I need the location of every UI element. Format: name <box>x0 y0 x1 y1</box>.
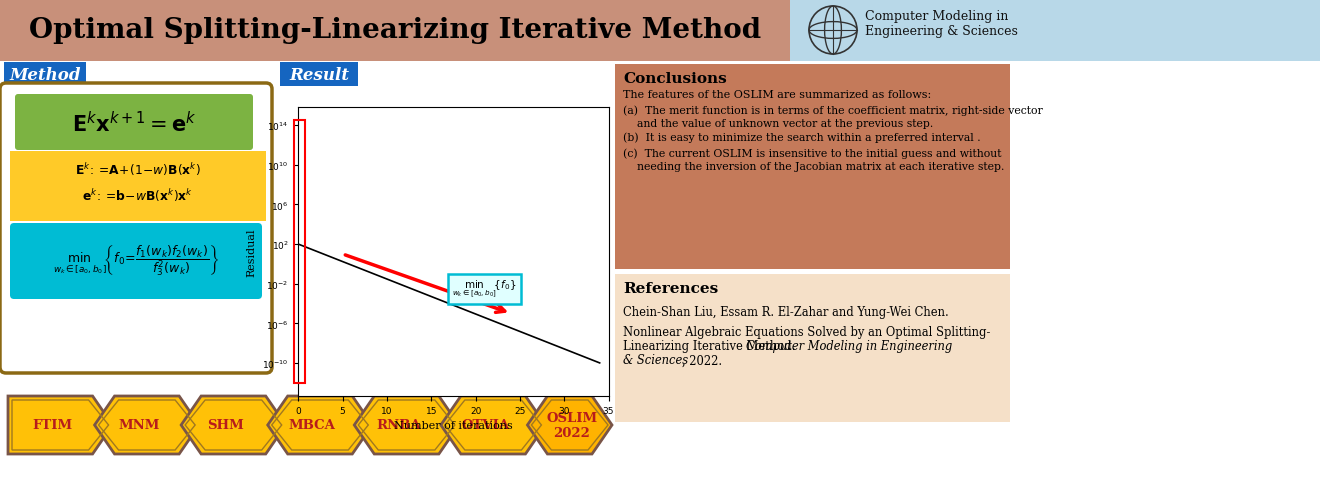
Text: MNM: MNM <box>119 419 160 432</box>
Text: Conclusions: Conclusions <box>623 72 727 86</box>
FancyBboxPatch shape <box>15 95 253 151</box>
Text: FTIM: FTIM <box>32 419 73 432</box>
Text: (a)  The merit function is in terms of the coefficient matrix, right-side vector: (a) The merit function is in terms of th… <box>623 106 1043 116</box>
Text: (c)  The current OSLIM is insensitive to the initial guess and without: (c) The current OSLIM is insensitive to … <box>623 148 1002 159</box>
Polygon shape <box>528 396 612 454</box>
Text: Result: Result <box>289 66 348 84</box>
Polygon shape <box>354 396 459 454</box>
Text: Nonlinear Algebraic Equations Solved by an Optimal Splitting-: Nonlinear Algebraic Equations Solved by … <box>623 326 990 339</box>
Text: and the value of unknown vector at the previous step.: and the value of unknown vector at the p… <box>638 119 933 129</box>
FancyBboxPatch shape <box>11 152 267 222</box>
Text: Optimal Splitting-Linearizing Iterative Method: Optimal Splitting-Linearizing Iterative … <box>29 17 762 45</box>
Text: $\mathbf{E}^k\mathbf{x}^{k+1} = \mathbf{e}^k$: $\mathbf{E}^k\mathbf{x}^{k+1} = \mathbf{… <box>71 111 197 136</box>
Text: The features of the OSLIM are summarized as follows:: The features of the OSLIM are summarized… <box>623 90 931 100</box>
Text: OTVIA: OTVIA <box>461 419 510 432</box>
FancyBboxPatch shape <box>280 63 358 87</box>
Text: $\mathbf{E}^k\!:=\!\mathbf{A}\!+\!(1\!-\!w)\mathbf{B}(\mathbf{x}^k)$: $\mathbf{E}^k\!:=\!\mathbf{A}\!+\!(1\!-\… <box>75 161 201 178</box>
Polygon shape <box>181 396 285 454</box>
FancyBboxPatch shape <box>11 224 261 300</box>
Text: Computer Modeling in
Engineering & Sciences: Computer Modeling in Engineering & Scien… <box>865 10 1018 38</box>
Text: Linearizing Iterative Method.: Linearizing Iterative Method. <box>623 340 799 353</box>
Polygon shape <box>268 396 372 454</box>
Text: $\underset{w_k\in[a_0,b_0]}{\min}\!\left\{f_0\!=\!\dfrac{f_1(w_k)f_2(w_k)}{f_3^2: $\underset{w_k\in[a_0,b_0]}{\min}\!\left… <box>53 243 219 278</box>
Y-axis label: Residual: Residual <box>247 228 256 276</box>
Text: Computer Modeling in Engineering: Computer Modeling in Engineering <box>746 340 952 353</box>
Text: SHM: SHM <box>207 419 244 432</box>
Polygon shape <box>441 396 545 454</box>
Text: References: References <box>623 281 718 295</box>
FancyBboxPatch shape <box>4 63 86 87</box>
Text: $\underset{w_k\in[a_0,b_0]}{\min}\!\{f_0\}$: $\underset{w_k\in[a_0,b_0]}{\min}\!\{f_0… <box>453 278 516 300</box>
Polygon shape <box>8 396 112 454</box>
X-axis label: Number of iterations: Number of iterations <box>395 420 512 430</box>
Text: MBCA: MBCA <box>289 419 335 432</box>
FancyBboxPatch shape <box>615 275 1010 422</box>
Text: , 2022.: , 2022. <box>682 354 722 367</box>
Text: RNBA: RNBA <box>376 419 421 432</box>
Text: $\mathbf{e}^k\!:=\!\mathbf{b}\!-\!w\mathbf{B}(\mathbf{x}^k)\mathbf{x}^k$: $\mathbf{e}^k\!:=\!\mathbf{b}\!-\!w\math… <box>82 187 194 204</box>
Polygon shape <box>95 396 199 454</box>
FancyBboxPatch shape <box>789 0 1320 62</box>
Text: OSLIM
2022: OSLIM 2022 <box>546 411 597 439</box>
FancyBboxPatch shape <box>0 84 272 373</box>
FancyBboxPatch shape <box>0 62 1320 419</box>
Text: Method: Method <box>9 66 81 84</box>
FancyBboxPatch shape <box>615 65 1010 269</box>
Text: needing the inversion of the Jacobian matrix at each iterative step.: needing the inversion of the Jacobian ma… <box>638 162 1005 172</box>
Text: Chein-Shan Liu, Essam R. El-Zahar and Yung-Wei Chen.: Chein-Shan Liu, Essam R. El-Zahar and Yu… <box>623 306 949 319</box>
Text: & Sciences: & Sciences <box>623 354 688 367</box>
FancyBboxPatch shape <box>0 0 789 62</box>
Text: (b)  It is easy to minimize the search within a preferred interval .: (b) It is easy to minimize the search wi… <box>623 132 981 143</box>
